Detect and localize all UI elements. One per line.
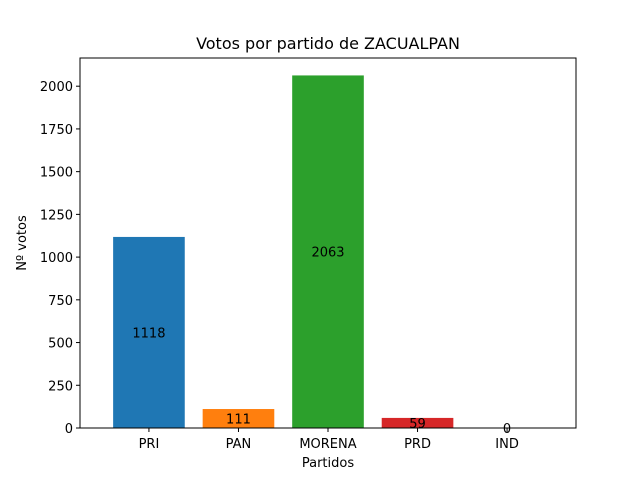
- chart-title: Votos por partido de ZACUALPAN: [196, 34, 460, 53]
- y-tick-label: 2000: [40, 80, 73, 95]
- x-tick-label-pri: PRI: [139, 437, 160, 452]
- plot-frame: [79, 57, 577, 429]
- y-tick-label: 250: [48, 379, 73, 394]
- x-tick-label-ind: IND: [495, 437, 519, 452]
- x-tick-label-morena: MORENA: [299, 437, 356, 452]
- y-axis: 0 250 500 750 1000 1250 1500 1750 2000: [40, 80, 80, 437]
- y-tick-label: 750: [48, 294, 73, 309]
- bar-morena: [292, 75, 364, 428]
- y-axis-label: Nº votos: [15, 215, 30, 271]
- bar-pan: [202, 409, 275, 428]
- y-tick-label: 1250: [40, 208, 73, 223]
- data-label-morena: 2063: [311, 246, 344, 261]
- bar-prd: [381, 417, 454, 428]
- data-label-pri: 1118: [132, 326, 165, 341]
- bar-pri: [113, 236, 185, 428]
- data-label-pan: 111: [226, 413, 251, 428]
- x-tick-label-pan: PAN: [226, 437, 252, 452]
- y-tick-label: 1750: [40, 123, 73, 138]
- x-axis: PRI PAN MORENA PRD IND: [139, 428, 519, 452]
- y-tick-label: 1500: [40, 166, 73, 181]
- x-tick-label-prd: PRD: [404, 437, 431, 452]
- y-tick-label: 0: [65, 422, 73, 437]
- x-axis-label: Partidos: [302, 456, 354, 471]
- y-tick-label: 1000: [40, 251, 73, 266]
- bars-group: [113, 75, 454, 428]
- y-tick-label: 500: [48, 337, 73, 352]
